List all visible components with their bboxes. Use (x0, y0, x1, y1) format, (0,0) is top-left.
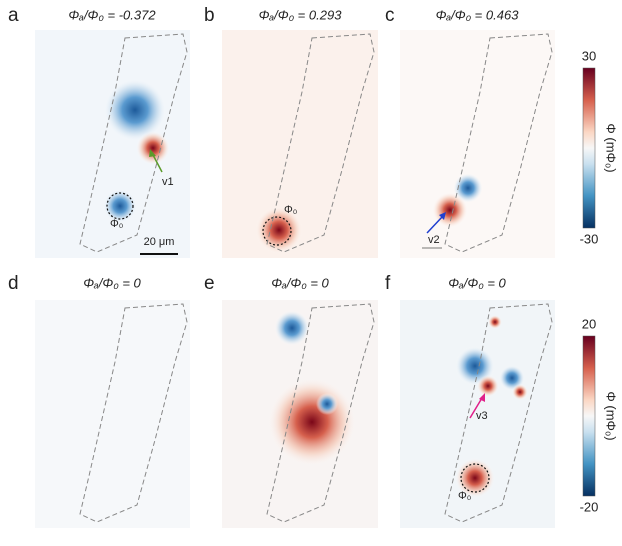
arrowhead (439, 212, 446, 220)
panel-letter: f (385, 273, 391, 294)
panel-image (400, 300, 555, 528)
image-detail (488, 315, 502, 329)
annotation: Φ₀ (284, 204, 297, 216)
image-detail (460, 463, 490, 493)
panel-letter: c (385, 5, 395, 26)
scale-label: 20 μm (144, 236, 175, 248)
panel-letter: a (8, 5, 19, 26)
annotation: v2 (428, 234, 440, 246)
panel-image (35, 30, 190, 258)
panel-title: Φₐ/Φ₀ = 0 (271, 275, 329, 290)
panel-title: Φₐ/Φ₀ = 0.463 (436, 7, 520, 22)
colorbar-max: 30 (582, 48, 596, 63)
image-detail (267, 377, 357, 467)
panel-title: Φₐ/Φ₀ = 0 (448, 275, 506, 290)
arrowhead (479, 393, 485, 402)
arrow (426, 215, 444, 234)
annotation: v1 (162, 176, 174, 188)
colorbar-label: Φ (mΦ₀) (604, 391, 619, 440)
image-detail (316, 393, 338, 415)
colorbar-label: Φ (mΦ₀) (604, 123, 619, 172)
image-detail (477, 375, 499, 397)
image-detail (400, 30, 555, 258)
colorbar (582, 67, 596, 229)
panel-image (35, 300, 190, 528)
image-detail (262, 216, 292, 246)
image-detail (103, 78, 167, 142)
panel-title: Φₐ/Φ₀ = 0 (83, 275, 141, 290)
colorbar-max: 20 (582, 316, 596, 331)
panel-title: Φₐ/Φ₀ = -0.372 (68, 7, 156, 22)
arrowhead (149, 149, 156, 157)
panel-image (222, 300, 378, 528)
image-detail (136, 131, 170, 165)
panel-image (400, 30, 555, 258)
image-detail (106, 192, 134, 220)
annotation: v3 (476, 410, 488, 422)
panel-image (222, 30, 378, 258)
arrow (469, 397, 483, 419)
panel-letter: e (204, 273, 215, 294)
image-detail (274, 310, 310, 346)
panel-letter: d (8, 273, 19, 294)
colorbar-min: -30 (580, 231, 599, 246)
annotation: Φ₀ (110, 218, 123, 230)
panel-title: Φₐ/Φ₀ = 0.293 (259, 7, 343, 22)
colorbar-min: -20 (580, 499, 599, 514)
annotation: Φ₀ (458, 490, 471, 502)
image-detail (103, 189, 137, 223)
image-detail (35, 300, 190, 528)
image-detail (512, 384, 528, 400)
colorbar (582, 335, 596, 497)
panel-letter: b (204, 5, 215, 26)
